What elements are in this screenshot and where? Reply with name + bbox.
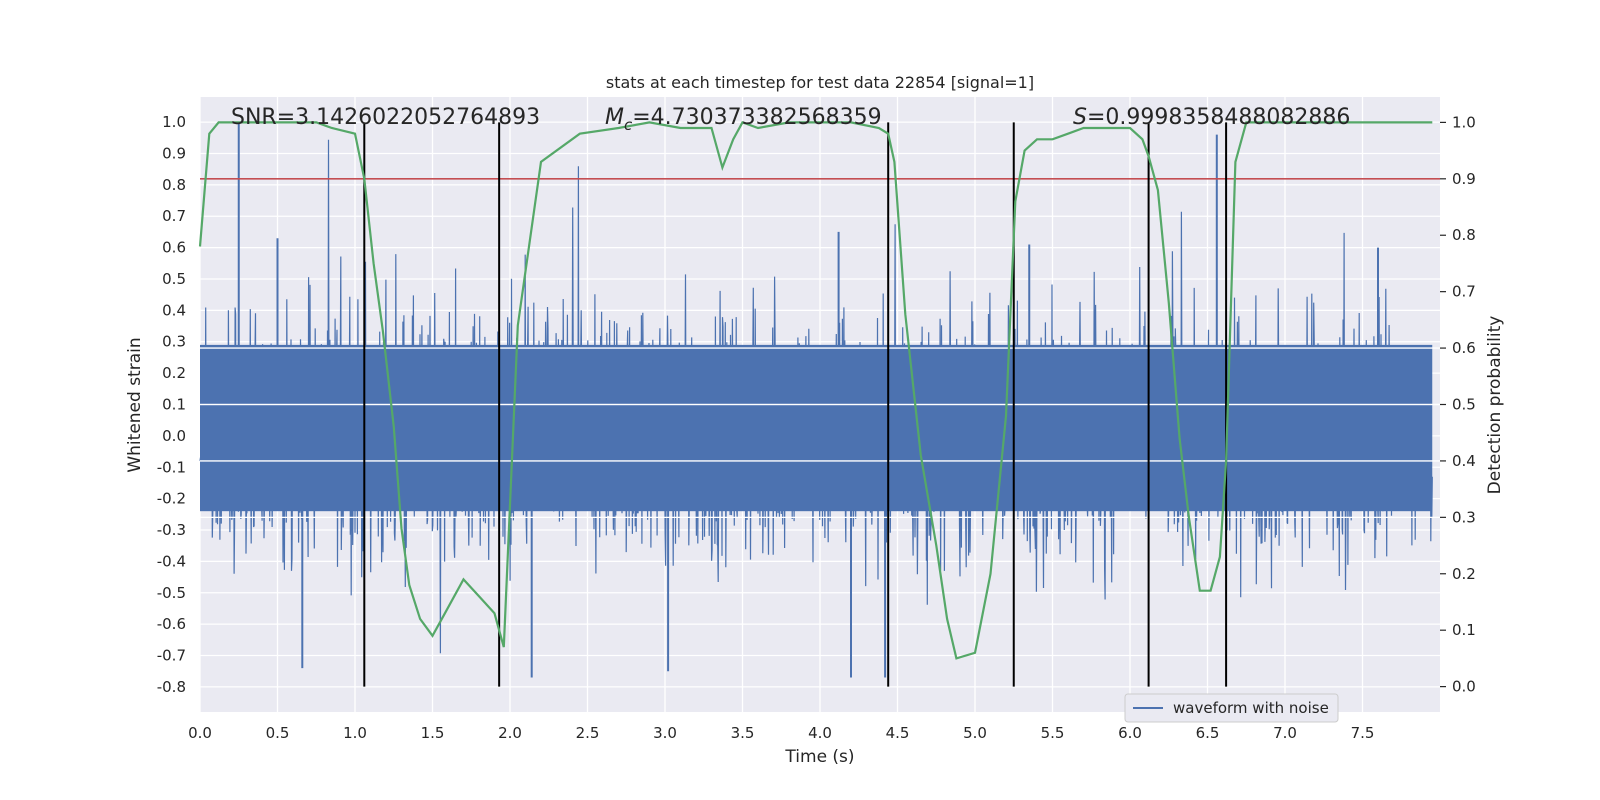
- right-y-tick-label: 0.6: [1452, 339, 1476, 357]
- x-tick-label: 0.5: [266, 724, 290, 742]
- x-tick-label: 5.5: [1041, 724, 1065, 742]
- chirp-mass-annotation: Mc=4.730373382568359: [605, 105, 882, 134]
- left-y-tick-label: 0.4: [162, 301, 186, 319]
- right-y-tick-label: 0.9: [1452, 170, 1476, 188]
- chirp-mass-value: =4.730373382568359: [632, 105, 881, 130]
- chirp-mass-symbol: M: [605, 105, 624, 130]
- chirp-mass-subscript: c: [624, 116, 633, 134]
- probability-line: [198, 121, 1433, 660]
- x-axis-label: Time (s): [784, 747, 854, 767]
- right-y-tick-label: 0.5: [1452, 396, 1476, 414]
- left-y-tick-label: 0.1: [162, 396, 186, 414]
- left-y-tick-label: 0.2: [162, 364, 186, 382]
- snr-annotation: SNR=3.1426022052764893: [231, 105, 540, 130]
- probability-series: [198, 121, 1433, 660]
- left-y-tick-label: 0.5: [162, 270, 186, 288]
- x-tick-label: 2.0: [498, 724, 522, 742]
- significance-value: =0.9998358488082886: [1087, 105, 1350, 130]
- left-y-axis-label: Whitened strain: [125, 337, 145, 472]
- x-tick-label: 0.0: [188, 724, 212, 742]
- left-y-tick-label: -0.1: [157, 458, 186, 476]
- left-y-tick-label: -0.4: [157, 552, 186, 570]
- right-y-tick-label: 0.4: [1452, 452, 1476, 470]
- chart-title: stats at each timestep for test data 228…: [606, 73, 1034, 92]
- left-y-tick-label: -0.8: [157, 678, 186, 696]
- right-y-tick-label: 0.8: [1452, 226, 1476, 244]
- left-y-tick-label: -0.5: [157, 584, 186, 602]
- left-y-tick-label: 0.7: [162, 207, 186, 225]
- left-y-tick-label: 0.9: [162, 144, 186, 162]
- x-tick-label: 7.0: [1273, 724, 1297, 742]
- left-y-tick-label: 0.6: [162, 239, 186, 257]
- left-y-tick-label: -0.2: [157, 490, 186, 508]
- x-tick-label: 5.0: [963, 724, 987, 742]
- left-y-tick-label: 0.0: [162, 427, 186, 445]
- right-y-axis-ticks: 0.0 0.1 0.2 0.3 0.4 0.5 0.6 0.7 0.8 0.9 1.0: [1440, 113, 1476, 696]
- event-markers: [363, 122, 1228, 687]
- left-y-tick-label: -0.3: [157, 521, 186, 539]
- x-tick-label: 6.5: [1196, 724, 1220, 742]
- x-tick-label: 1.5: [421, 724, 445, 742]
- right-y-tick-label: 0.1: [1452, 621, 1476, 639]
- left-y-axis-ticks: -0.8 -0.7 -0.6 -0.5 -0.4 -0.3 -0.2 -0.1 0.0 0.1 0.…: [157, 113, 186, 696]
- left-y-tick-label: -0.7: [157, 647, 186, 665]
- x-tick-label: 1.0: [343, 724, 367, 742]
- x-tick-label: 3.5: [731, 724, 755, 742]
- x-tick-label: 2.5: [576, 724, 600, 742]
- x-axis-ticks: 0.0 0.5 1.0 1.5 2.0 2.5 3.0 3.5 4.0 4.5 5.0 5.5 6.0 6…: [188, 724, 1374, 742]
- x-tick-label: 4.5: [886, 724, 910, 742]
- x-tick-label: 6.0: [1118, 724, 1142, 742]
- legend-label: waveform with noise: [1173, 699, 1329, 717]
- significance-annotation: S=0.9998358488082886: [1073, 105, 1350, 130]
- right-y-tick-label: 1.0: [1452, 113, 1476, 131]
- left-y-tick-label: 1.0: [162, 113, 186, 131]
- left-y-tick-label: 0.8: [162, 176, 186, 194]
- legend-box: [1124, 693, 1339, 723]
- waveform-core-band: [200, 344, 1433, 512]
- right-y-tick-label: 0.3: [1452, 508, 1476, 526]
- right-y-tick-label: 0.0: [1452, 678, 1476, 696]
- significance-symbol: S: [1073, 105, 1087, 130]
- x-tick-label: 3.0: [653, 724, 677, 742]
- right-y-tick-label: 0.7: [1452, 283, 1476, 301]
- left-y-tick-label: -0.6: [157, 615, 186, 633]
- legend: waveform with noise: [1124, 693, 1339, 723]
- x-tick-label: 4.0: [808, 724, 832, 742]
- right-y-tick-label: 0.2: [1452, 565, 1476, 583]
- left-y-tick-label: 0.3: [162, 333, 186, 351]
- right-y-axis-label: Detection probability: [1485, 316, 1505, 495]
- x-tick-label: 7.5: [1351, 724, 1375, 742]
